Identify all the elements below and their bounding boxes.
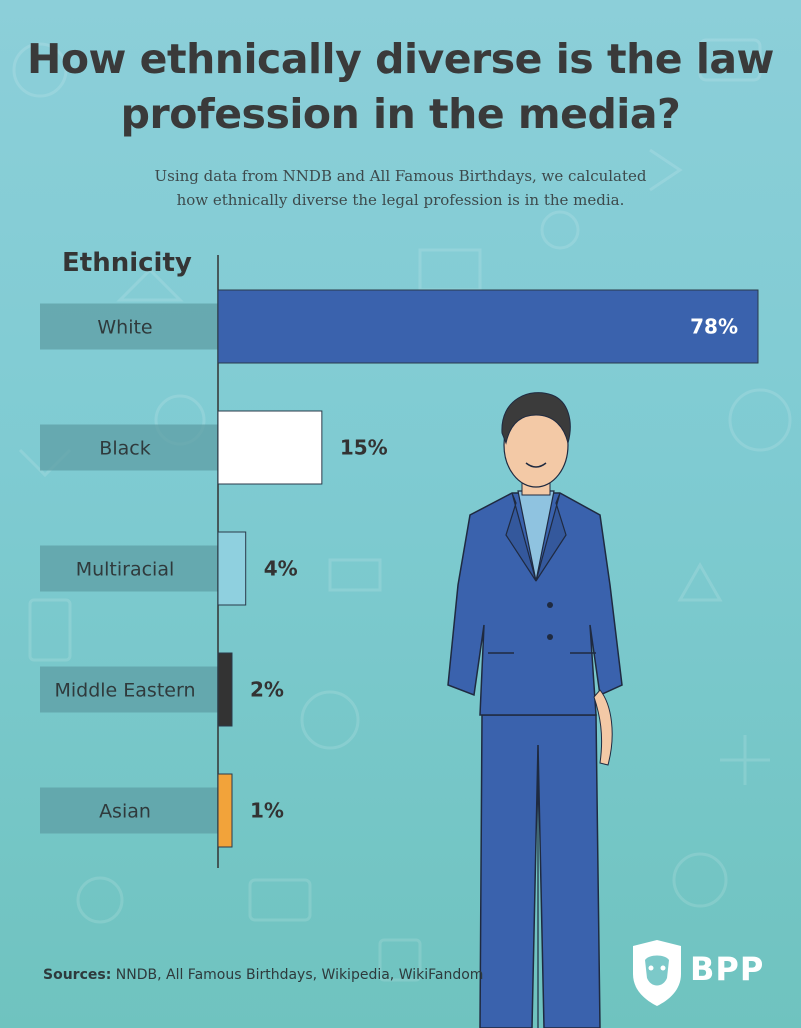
subtitle-line-2: how ethnically diverse the legal profess… <box>176 191 625 209</box>
subtitle: Using data from NNDB and All Famous Birt… <box>0 164 801 212</box>
category-label-multiracial: Multiracial <box>76 559 175 581</box>
bar-multiracial <box>217 531 247 606</box>
page-title: How ethnically diverse is the law profes… <box>0 32 801 142</box>
category-label-middle-eastern: Middle Eastern <box>54 680 195 702</box>
lawyer-illustration <box>447 392 623 1028</box>
category-box-white <box>40 303 218 350</box>
category-box-black <box>40 424 218 471</box>
value-label-asian: 1% <box>250 799 284 823</box>
value-label-middle-eastern: 2% <box>250 678 284 702</box>
title-text: How ethnically diverse is the law profes… <box>27 35 774 138</box>
subtitle-line-1: Using data from NNDB and All Famous Birt… <box>154 167 647 185</box>
sources-text: NNDB, All Famous Birthdays, Wikipedia, W… <box>115 967 484 983</box>
bar-black <box>217 410 323 485</box>
bar-white <box>217 289 759 364</box>
value-label-black: 15% <box>340 436 388 460</box>
bar-middle-eastern <box>217 652 233 727</box>
category-label-black: Black <box>99 438 150 460</box>
sources-label: Sources: <box>43 967 112 983</box>
category-box-asian <box>40 787 218 834</box>
category-label-white: White <box>97 317 152 339</box>
sources-note: Sources: NNDB, All Famous Birthdays, Wik… <box>43 967 483 983</box>
category-box-multiracial <box>40 545 218 592</box>
brand-logo-text: BPP <box>690 950 765 988</box>
category-label-asian: Asian <box>99 801 151 823</box>
bar-asian <box>217 773 233 848</box>
value-label-white: 78% <box>690 315 738 339</box>
value-label-multiracial: 4% <box>264 557 298 581</box>
category-box-middle-eastern <box>40 666 218 713</box>
lion-shield-logo-icon <box>633 940 681 1006</box>
axis-title: Ethnicity <box>62 248 192 278</box>
